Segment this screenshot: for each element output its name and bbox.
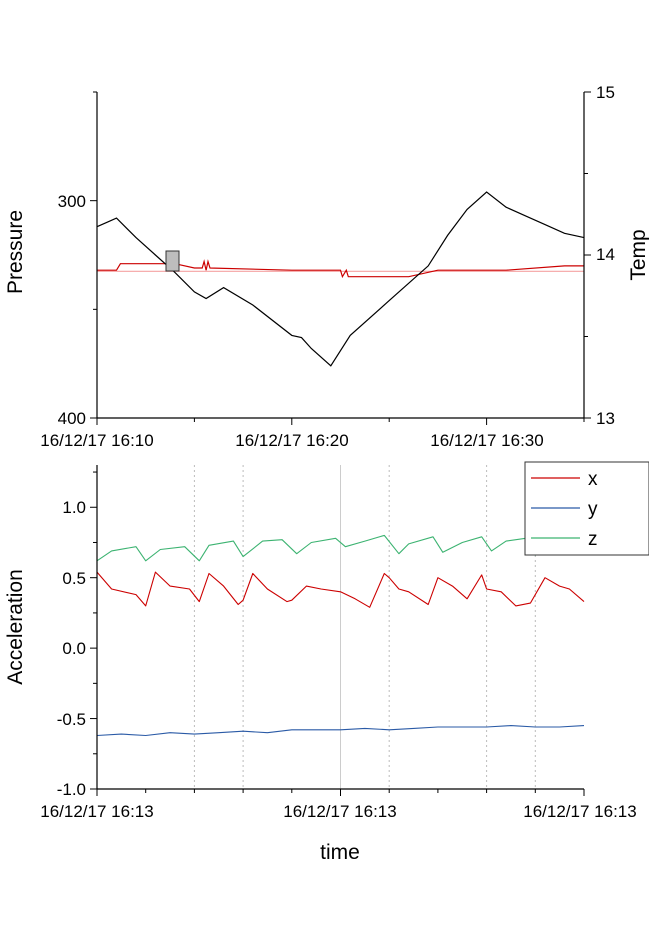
top-left-axis-title: Pressure bbox=[4, 210, 27, 294]
bottom-y-axis-title: Acceleration bbox=[4, 569, 27, 685]
bottom-series-line-y bbox=[96, 725, 585, 737]
legend-label-x: x bbox=[588, 469, 598, 490]
top-x-tick-label-1610: 16/12/17 16:10 bbox=[40, 431, 153, 450]
bottom-ticks bbox=[90, 471, 585, 796]
top-series-line-0 bbox=[96, 191, 585, 367]
bottom-y-tick-label-05: 0.5 bbox=[62, 569, 86, 588]
bottom-x-axis-title: time bbox=[320, 841, 360, 864]
bottom-chart: -1.0 -0.5 0.0 0.5 1.0 16/12/17 16:13 16/… bbox=[4, 461, 649, 864]
top-right-tick-label-15: 15 bbox=[596, 83, 615, 102]
legend-label-z: z bbox=[588, 529, 598, 550]
bottom-x-tick-label-mid: 16/12/17 16:13 bbox=[283, 802, 396, 821]
top-series-line-1 bbox=[97, 259, 584, 279]
top-right-tick-label-14: 14 bbox=[596, 245, 615, 264]
cursor-handle[interactable] bbox=[165, 250, 180, 272]
legend: x y z bbox=[524, 461, 649, 556]
bottom-x-tick-label-left: 16/12/17 16:13 bbox=[40, 802, 153, 821]
top-right-axis-title: Temp bbox=[627, 229, 649, 280]
top-x-tick-label-1630: 16/12/17 16:30 bbox=[430, 431, 543, 450]
top-left-tick-label-400: 400 bbox=[58, 409, 86, 428]
bottom-series-line-z bbox=[96, 534, 585, 562]
top-right-tick-label-13: 13 bbox=[596, 409, 615, 428]
top-ticks bbox=[90, 91, 591, 425]
bottom-y-tick-label-0: 0.0 bbox=[62, 639, 86, 658]
bottom-y-tick-label-neg05: -0.5 bbox=[57, 710, 86, 729]
top-left-tick-label-300: 300 bbox=[58, 192, 86, 211]
bottom-grid bbox=[193, 465, 536, 789]
top-chart: 300 400 13 14 15 16/12/17 16:10 16/12/17… bbox=[4, 83, 649, 450]
bottom-x-tick-label-right: 16/12/17 16:13 bbox=[523, 802, 636, 821]
bottom-y-tick-label-1: 1.0 bbox=[62, 498, 86, 517]
bottom-y-tick-label-neg1: -1.0 bbox=[57, 780, 86, 799]
top-x-tick-label-1620: 16/12/17 16:20 bbox=[235, 431, 348, 450]
bottom-series-group bbox=[96, 534, 585, 737]
bottom-series-line-x bbox=[96, 571, 585, 608]
legend-label-y: y bbox=[588, 499, 598, 520]
